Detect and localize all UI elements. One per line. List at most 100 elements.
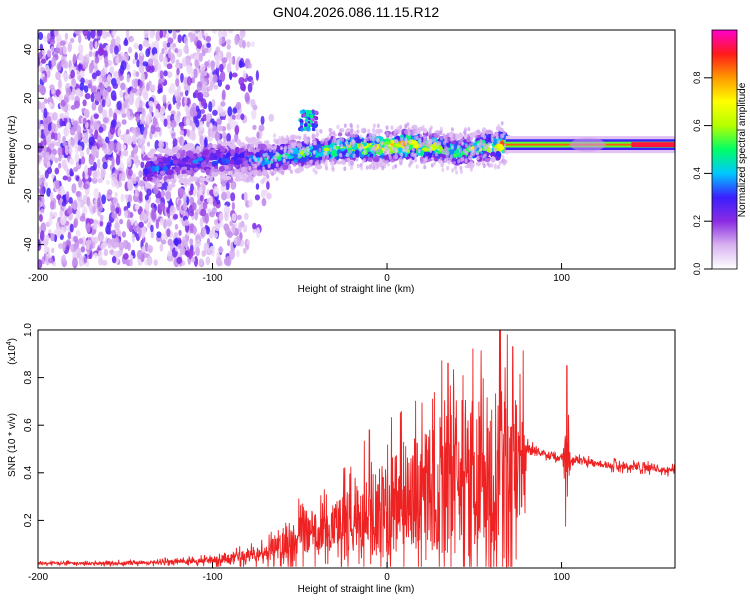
heatmap-cell — [499, 133, 503, 139]
heatmap-cell — [221, 180, 226, 187]
heatmap-cell — [166, 206, 171, 214]
heatmap-cell — [251, 169, 255, 174]
heatmap-cell — [299, 148, 303, 153]
heatmap-cell — [119, 218, 124, 225]
heatmap-cell — [459, 165, 463, 171]
heatmap-cell — [91, 72, 97, 80]
heatmap-cell — [433, 161, 437, 166]
heatmap-cell — [62, 45, 67, 55]
heatmap-cell — [234, 146, 240, 153]
heatmap-cell — [403, 145, 407, 150]
heatmap-cell — [345, 129, 349, 134]
heatmap-cell — [412, 143, 420, 149]
heatmap-cell — [151, 165, 156, 173]
heatmap-cell — [211, 99, 216, 108]
heatmap-cell — [231, 72, 238, 78]
heatmap-cell — [121, 119, 127, 125]
heatmap-cell — [202, 201, 208, 210]
heatmap-cell — [190, 53, 194, 59]
snr-y-tick-label: 0.8 — [23, 370, 34, 384]
heatmap-cell — [166, 71, 173, 79]
heatmap-cell — [111, 212, 118, 219]
heatmap-cell — [145, 162, 151, 168]
heatmap-cell — [160, 239, 167, 245]
heatmap-cell — [101, 68, 105, 78]
heatmap-cell — [52, 111, 58, 121]
heatmap-cell — [150, 124, 156, 135]
heatmap-cell — [185, 55, 191, 67]
heatmap-cell — [330, 133, 337, 137]
heatmap-cell — [216, 153, 221, 159]
heatmap-cell — [303, 122, 308, 127]
heatmap-cell — [158, 52, 164, 63]
heatmap-cell — [252, 164, 256, 169]
heatmap-cell — [151, 209, 157, 221]
heatmap-cell — [199, 194, 204, 202]
heatmap-cell — [71, 78, 76, 86]
heatmap-cell — [232, 223, 236, 234]
heatmap-cell — [137, 134, 143, 145]
heatmap-cell — [281, 170, 285, 176]
heatmap-cell — [355, 157, 359, 162]
heatmap-cell — [226, 231, 233, 239]
heatmap-cell — [46, 116, 52, 124]
heatmap-cell — [212, 109, 218, 116]
heatmap-cell — [225, 255, 232, 267]
heatmap-cell — [498, 160, 502, 166]
heatmap-cell — [120, 82, 126, 91]
colorbar-tick-label: 0.4 — [692, 167, 702, 180]
heatmap-cell — [103, 81, 110, 89]
heatmap-cell — [249, 175, 253, 181]
heatmap-cell — [115, 207, 120, 214]
heatmap-cell — [329, 147, 333, 152]
heatmap-cell — [374, 165, 378, 171]
heatmap-cell — [148, 80, 152, 87]
heatmap-cell — [411, 147, 415, 152]
heatmap-cell — [266, 174, 270, 179]
heatmap-cell — [250, 147, 254, 152]
heatmap-cell — [155, 218, 160, 229]
heatmap-cell — [155, 126, 161, 133]
heatmap-cell — [155, 197, 161, 204]
heatmap-cell — [386, 162, 390, 167]
heatmap-cell — [350, 160, 354, 166]
heatmap-cell — [134, 219, 138, 227]
heatmap-cell — [40, 208, 45, 214]
heatmap-cell — [162, 40, 168, 49]
heatmap-cell — [109, 66, 115, 74]
heatmap-cell — [125, 30, 130, 39]
heatmap-cell — [400, 152, 404, 157]
heatmap-cell — [154, 58, 159, 67]
heatmap-cell — [221, 57, 228, 63]
heatmap-cell — [117, 127, 121, 138]
spectrogram-x-label: Height of straight line (km) — [298, 284, 415, 295]
heatmap-cell — [266, 192, 272, 200]
heatmap-cell — [422, 139, 426, 144]
heatmap-cell — [242, 247, 247, 254]
heatmap-cell — [226, 133, 232, 143]
heatmap-cell — [93, 120, 98, 131]
heatmap-cell — [193, 68, 198, 79]
heatmap-cell — [175, 30, 181, 33]
spectrogram-frame — [37, 29, 676, 270]
heatmap-cell — [94, 56, 100, 64]
heatmap-cell — [53, 30, 59, 37]
heatmap-cell — [372, 137, 376, 142]
heatmap-cell — [428, 135, 433, 140]
heatmap-cell — [242, 70, 247, 79]
heatmap-cell — [479, 147, 483, 152]
heatmap-cell — [264, 152, 268, 157]
heatmap-cell — [330, 160, 335, 166]
heatmap-cell — [246, 239, 251, 246]
heatmap-cell — [75, 230, 81, 237]
heatmap-cell — [72, 201, 76, 209]
heatmap-cell — [111, 172, 118, 181]
heatmap-cell — [497, 139, 501, 145]
heatmap-cell — [136, 249, 143, 260]
heatmap-cell — [356, 129, 360, 134]
heatmap-cell — [242, 40, 246, 49]
heatmap-cell — [132, 173, 136, 179]
heatmap-cell — [411, 125, 415, 131]
heatmap-cell — [82, 206, 88, 215]
heatmap-cell — [98, 235, 104, 242]
